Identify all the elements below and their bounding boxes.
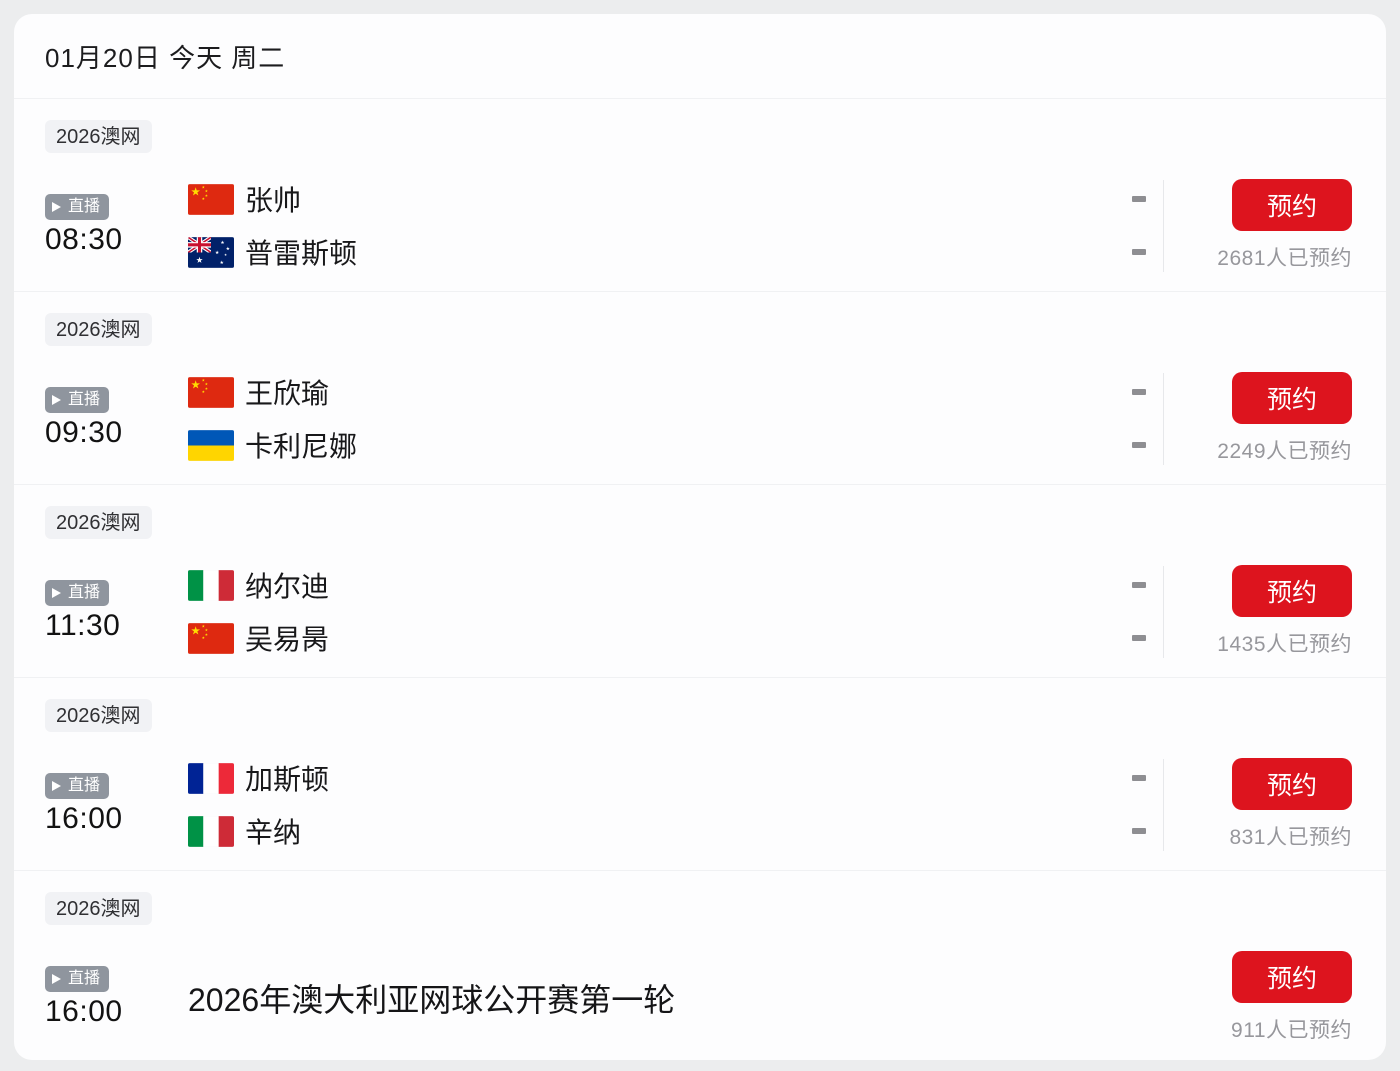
reserve-button[interactable]: 预约 [1232, 372, 1352, 424]
player-name: 普雷斯顿 [245, 238, 358, 269]
match-time: 08:30 [45, 222, 123, 256]
player-name: 张帅 [245, 185, 302, 216]
player-row: 张帅 [188, 183, 1120, 216]
live-badge-label: 直播 [68, 777, 101, 795]
score-dash [1132, 775, 1146, 781]
date-header: 01月20日 今天 周二 [14, 14, 1386, 99]
player-row: 辛纳 [188, 815, 1120, 848]
play-icon [52, 588, 61, 598]
live-badge-label: 直播 [68, 584, 101, 602]
reserved-count: 911人已预约 [1231, 1019, 1352, 1042]
player-row: 吴易昺 [188, 622, 1120, 655]
score-dash [1132, 582, 1146, 588]
player-name: 卡利尼娜 [245, 431, 358, 462]
player-name: 王欣瑜 [245, 378, 330, 409]
match-row[interactable]: 2026澳网 直播 08:30 张帅 [14, 99, 1386, 292]
score-dash [1132, 828, 1146, 834]
vertical-divider [1163, 565, 1164, 658]
reserved-count: 1435人已预约 [1217, 633, 1352, 656]
live-badge: 直播 [45, 580, 110, 606]
live-badge-label: 直播 [68, 970, 101, 988]
player-name: 吴易昺 [245, 624, 330, 655]
score-column [1120, 570, 1146, 654]
player-row: 卡利尼娜 [188, 429, 1120, 462]
live-badge-label: 直播 [68, 198, 101, 216]
live-badge: 直播 [45, 966, 110, 992]
tournament-tag[interactable]: 2026澳网 [45, 892, 152, 925]
live-badge: 直播 [45, 387, 110, 413]
match-row[interactable]: 2026澳网 直播 16:00 加斯顿 [14, 678, 1386, 871]
vertical-divider [1163, 372, 1164, 465]
match-time: 16:00 [45, 994, 123, 1028]
score-dash [1132, 442, 1146, 448]
score-column [1120, 184, 1146, 268]
flag-china-icon [188, 622, 234, 654]
tournament-tag[interactable]: 2026澳网 [45, 120, 152, 153]
match-time: 11:30 [45, 608, 121, 642]
flag-france-icon [188, 762, 234, 794]
player-name: 辛纳 [245, 817, 302, 848]
live-badge-label: 直播 [68, 391, 101, 409]
flag-italy-icon [188, 815, 234, 847]
reserved-count: 2249人已预约 [1217, 440, 1352, 463]
score-column [1120, 377, 1146, 461]
score-dash [1132, 635, 1146, 641]
flag-ukraine-icon [188, 429, 234, 461]
player-name: 纳尔迪 [245, 571, 330, 602]
play-icon [52, 781, 61, 791]
player-row: 加斯顿 [188, 762, 1120, 795]
reserve-button[interactable]: 预约 [1232, 565, 1352, 617]
date-label: 01月20日 今天 周二 [45, 42, 286, 73]
reserve-button[interactable]: 预约 [1232, 758, 1352, 810]
flag-china-icon [188, 183, 234, 215]
play-icon [52, 974, 61, 984]
match-row[interactable]: 2026澳网 直播 11:30 纳尔迪 [14, 485, 1386, 678]
score-dash [1132, 196, 1146, 202]
tournament-tag[interactable]: 2026澳网 [45, 506, 152, 539]
tournament-tag[interactable]: 2026澳网 [45, 313, 152, 346]
score-column [1120, 763, 1146, 847]
match-time: 09:30 [45, 415, 123, 449]
flag-italy-icon [188, 569, 234, 601]
vertical-divider [1163, 758, 1164, 851]
live-badge: 直播 [45, 773, 110, 799]
tournament-tag[interactable]: 2026澳网 [45, 699, 152, 732]
score-dash [1132, 249, 1146, 255]
reserve-button[interactable]: 预约 [1232, 179, 1352, 231]
score-dash [1132, 389, 1146, 395]
event-title: 2026年澳大利亚网球公开赛第一轮 [188, 981, 676, 1018]
reserved-count: 831人已预约 [1229, 826, 1352, 849]
match-row[interactable]: 2026澳网 直播 09:30 王欣瑜 [14, 292, 1386, 485]
event-row[interactable]: 2026澳网 直播 16:00 2026年澳大利亚网球公开赛第一轮 预约 911… [14, 871, 1386, 1060]
match-time: 16:00 [45, 801, 123, 835]
reserve-button[interactable]: 预约 [1232, 951, 1352, 1003]
flag-australia-icon [188, 236, 234, 268]
reserved-count: 2681人已预约 [1217, 247, 1352, 270]
live-badge: 直播 [45, 194, 110, 220]
player-row: 纳尔迪 [188, 569, 1120, 602]
player-row: 普雷斯顿 [188, 236, 1120, 269]
player-row: 王欣瑜 [188, 376, 1120, 409]
play-icon [52, 202, 61, 212]
flag-china-icon [188, 376, 234, 408]
schedule-card: 01月20日 今天 周二 2026澳网 直播 08:30 张帅 [14, 14, 1386, 1060]
play-icon [52, 395, 61, 405]
vertical-divider [1163, 179, 1164, 272]
player-name: 加斯顿 [245, 764, 330, 795]
